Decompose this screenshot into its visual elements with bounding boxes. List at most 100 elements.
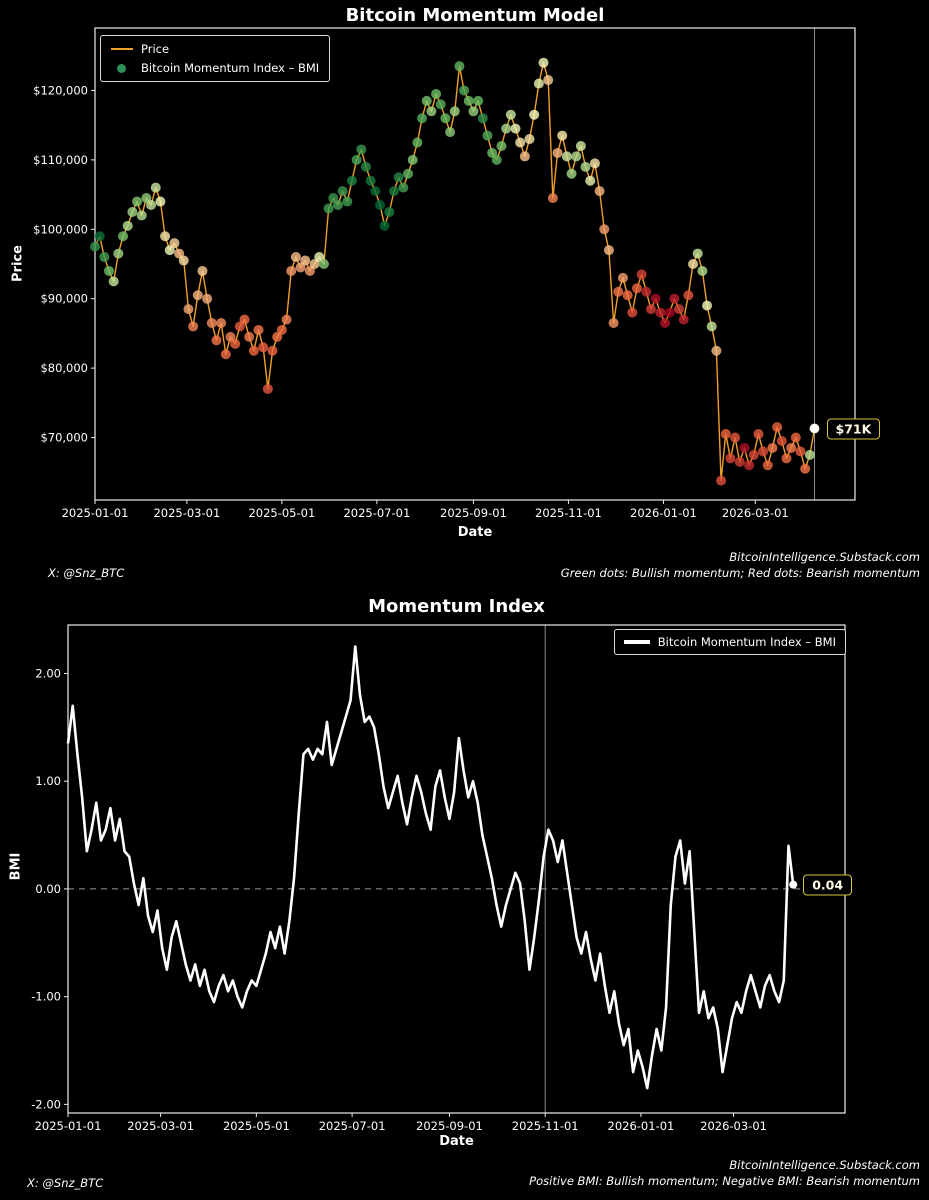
plot-border <box>67 624 846 1114</box>
momentum-dot <box>519 151 530 162</box>
momentum-dot <box>258 342 269 353</box>
momentum-dot <box>599 224 610 235</box>
momentum-dot <box>730 432 741 443</box>
legend-item-bmi: Bitcoin Momentum Index – BMI <box>111 61 319 75</box>
momentum-dot <box>346 175 357 186</box>
price-chart-title: Bitcoin Momentum Model <box>345 5 605 26</box>
momentum-dot <box>417 113 428 124</box>
momentum-dot <box>515 137 526 148</box>
momentum-dot <box>720 429 731 440</box>
momentum-dot <box>146 200 157 210</box>
momentum-dot <box>122 220 133 231</box>
x-tick-label: 2025-07-01 <box>343 506 410 520</box>
momentum-dot <box>795 446 806 457</box>
momentum-dot <box>365 175 376 186</box>
momentum-dot <box>804 449 815 460</box>
momentum-dot <box>645 304 656 315</box>
bmi-chart-note: Positive BMI: Bullish momentum; Negative… <box>529 1174 920 1189</box>
legend-item-price: Price <box>111 42 319 56</box>
momentum-dot <box>758 446 769 457</box>
momentum-dot <box>337 186 348 197</box>
momentum-dot <box>197 265 208 276</box>
y-tick-label: 1.00 <box>35 774 61 788</box>
momentum-dot <box>206 318 217 328</box>
momentum-dot <box>505 109 516 120</box>
momentum-dot <box>183 304 194 315</box>
momentum-dot <box>318 259 329 269</box>
price-x-axis-label: Date <box>457 525 493 540</box>
momentum-dot <box>248 345 259 356</box>
momentum-dot <box>239 314 250 325</box>
momentum-dot <box>379 220 390 231</box>
momentum-dot <box>739 442 750 453</box>
momentum-dot <box>332 200 343 210</box>
x-tick-label: 2025-01-01 <box>35 1119 102 1133</box>
momentum-dot <box>631 283 642 294</box>
x-tick-label: 2025-11-01 <box>512 1119 579 1133</box>
price-chart-plot: 2025-01-01 2025-03-01 2025-05-01 2025-07-01… <box>33 27 856 520</box>
momentum-dot <box>281 314 292 325</box>
momentum-dot <box>384 206 395 217</box>
x-tick-label: 2025-05-01 <box>248 506 315 520</box>
momentum-dot <box>178 255 189 266</box>
x-tick-label: 2025-07-01 <box>319 1119 386 1133</box>
x-tick-label: 2025-03-01 <box>127 1119 194 1133</box>
momentum-dot <box>585 175 596 186</box>
momentum-dot <box>351 154 362 165</box>
x-tick-label: 2025-01-01 <box>62 506 129 520</box>
momentum-dot <box>440 113 451 124</box>
momentum-dot <box>290 252 301 263</box>
momentum-dot <box>403 168 414 179</box>
plot-border <box>94 27 856 501</box>
momentum-dot <box>524 134 535 145</box>
momentum-dot <box>772 422 783 433</box>
bmi-x-axis-label: Date <box>439 1134 474 1149</box>
bmi-line <box>66 645 795 1090</box>
momentum-dot <box>608 318 619 328</box>
momentum-dot <box>113 248 124 259</box>
momentum-dot <box>118 231 129 242</box>
x-tick-label: 2025-09-01 <box>440 506 507 520</box>
momentum-dot <box>491 154 502 165</box>
momentum-dot <box>407 154 418 165</box>
momentum-dot <box>613 286 624 297</box>
x-tick-label: 2025-11-01 <box>535 506 602 520</box>
y-tick-label: $120,000 <box>33 83 88 97</box>
momentum-dot <box>468 106 479 117</box>
momentum-dot <box>375 200 385 210</box>
momentum-dot <box>552 147 563 158</box>
x-tick-label: 2026-01-01 <box>630 506 697 520</box>
momentum-dot <box>389 186 400 197</box>
legend-item-bmi-line: Bitcoin Momentum Index – BMI <box>623 635 836 649</box>
momentum-dot <box>501 123 512 134</box>
momentum-dot <box>744 460 755 471</box>
y-tick-label: 2.00 <box>35 666 61 680</box>
y-tick-label: $90,000 <box>40 292 88 306</box>
price-chart-legend: Price Bitcoin Momentum Index – BMI <box>100 35 331 82</box>
momentum-dot <box>426 106 437 117</box>
momentum-dot <box>435 99 446 110</box>
momentum-dot <box>529 109 540 120</box>
y-tick-label: -1.00 <box>31 990 61 1004</box>
x-tick-label: 2026-03-01 <box>722 506 789 520</box>
momentum-dot <box>711 345 722 356</box>
momentum-dot <box>571 151 582 162</box>
momentum-dot <box>566 168 577 179</box>
momentum-dot <box>459 85 470 96</box>
momentum-dot <box>575 141 586 151</box>
momentum-dot <box>762 460 773 471</box>
momentum-dot <box>160 231 171 242</box>
momentum-dot <box>454 61 465 72</box>
momentum-dot <box>753 429 764 440</box>
x-tick-label: 2026-01-01 <box>608 1119 675 1133</box>
momentum-dot <box>342 196 353 207</box>
momentum-dot <box>697 265 708 276</box>
momentum-dot <box>790 432 801 443</box>
momentum-dot <box>594 186 605 197</box>
momentum-dot <box>192 290 203 301</box>
momentum-dot <box>169 238 180 249</box>
bmi-chart-plot: 2025-01-01 2025-03-01 2025-05-01 2025-07-01… <box>31 624 846 1133</box>
momentum-dot <box>300 255 311 266</box>
momentum-dot <box>99 252 110 263</box>
momentum-dot <box>230 338 241 349</box>
